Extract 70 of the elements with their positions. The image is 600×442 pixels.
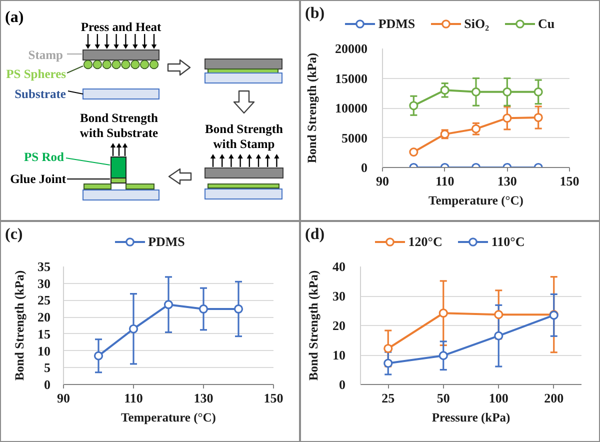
point <box>234 304 244 314</box>
text: Bond Strength with Stamp <box>205 122 284 151</box>
y-tick-label: 35 <box>38 259 51 274</box>
x-tick-label: 90 <box>376 174 389 188</box>
point <box>502 114 512 123</box>
y-tick-label: 0 <box>339 377 346 392</box>
x-tick-label: 110 <box>124 390 143 406</box>
x-tick-label: 130 <box>497 174 517 188</box>
y-tick-label: 25 <box>38 292 51 308</box>
point <box>94 351 104 360</box>
x-tick-label: 110 <box>435 174 454 188</box>
point <box>471 87 481 96</box>
point <box>438 351 448 360</box>
y-axis-title: Bond Strength (kPa) <box>12 270 26 381</box>
text: PS Rod <box>24 150 64 164</box>
y-axis-title: Bond Strength (kPa) <box>305 52 319 164</box>
text: Substrate <box>14 87 66 101</box>
point <box>471 124 481 134</box>
point <box>438 308 448 318</box>
y-tick-label: 15000 <box>335 70 368 86</box>
text: PS Spheres <box>6 67 66 81</box>
text: Press and Heat <box>80 20 162 34</box>
text: (a) <box>5 9 24 26</box>
y-tick-label: 10 <box>38 343 50 358</box>
x-axis-title: Temperature (°C) <box>428 194 524 208</box>
y-axis-title: Bond Strength (kPa) <box>306 270 320 381</box>
y-tick-label: 20000 <box>335 41 368 56</box>
point <box>494 310 504 320</box>
x-tick-label: 25 <box>382 390 396 406</box>
point <box>409 101 418 110</box>
point <box>534 87 543 96</box>
x-tick-label: 150 <box>264 390 284 406</box>
x-tick-label: 90 <box>57 390 70 406</box>
y-tick-label: 20 <box>38 310 50 325</box>
x-tick-label: 100 <box>488 390 508 406</box>
point <box>128 324 138 334</box>
x-axis-title: Temperature (°C) <box>121 410 216 424</box>
text: Glue Joint <box>10 172 67 186</box>
x-tick-label: 200 <box>544 390 564 406</box>
legend-label: PDMS <box>378 16 416 32</box>
legend-label: 120°C <box>408 234 442 250</box>
y-tick-label: 40 <box>332 259 346 274</box>
legend-label: PDMS <box>148 234 185 250</box>
text: (b) <box>305 5 325 23</box>
point <box>534 112 543 122</box>
y-tick-label: 0 <box>44 377 50 392</box>
legend-label: Cu <box>538 16 555 32</box>
y-tick-label: 0 <box>361 160 368 175</box>
y-tick-label: 10 <box>332 348 346 362</box>
x-tick-label: 50 <box>436 390 450 406</box>
point <box>502 87 512 96</box>
point <box>164 300 174 310</box>
legend-label: SiO₂ <box>464 16 490 32</box>
y-tick-label: 30 <box>332 288 346 304</box>
point <box>440 86 450 95</box>
y-tick-label: 10000 <box>335 100 368 116</box>
y-tick-label: 20 <box>332 318 346 333</box>
x-tick-label: 130 <box>194 390 214 406</box>
y-tick-label: 15 <box>38 326 51 342</box>
text: Stamp <box>28 48 64 62</box>
y-tick-label: 5000 <box>342 130 368 146</box>
y-tick-label: 30 <box>38 276 50 291</box>
text: (c) <box>5 226 23 244</box>
x-axis-title: Pressure (kPa) <box>432 410 510 424</box>
text: (d) <box>305 226 325 244</box>
legend-label: 110°C <box>491 234 525 250</box>
text: Bond Strength with Substrate <box>80 111 159 140</box>
y-tick-label: 5 <box>44 360 51 376</box>
x-tick-label: 150 <box>560 174 580 188</box>
point <box>198 304 208 314</box>
